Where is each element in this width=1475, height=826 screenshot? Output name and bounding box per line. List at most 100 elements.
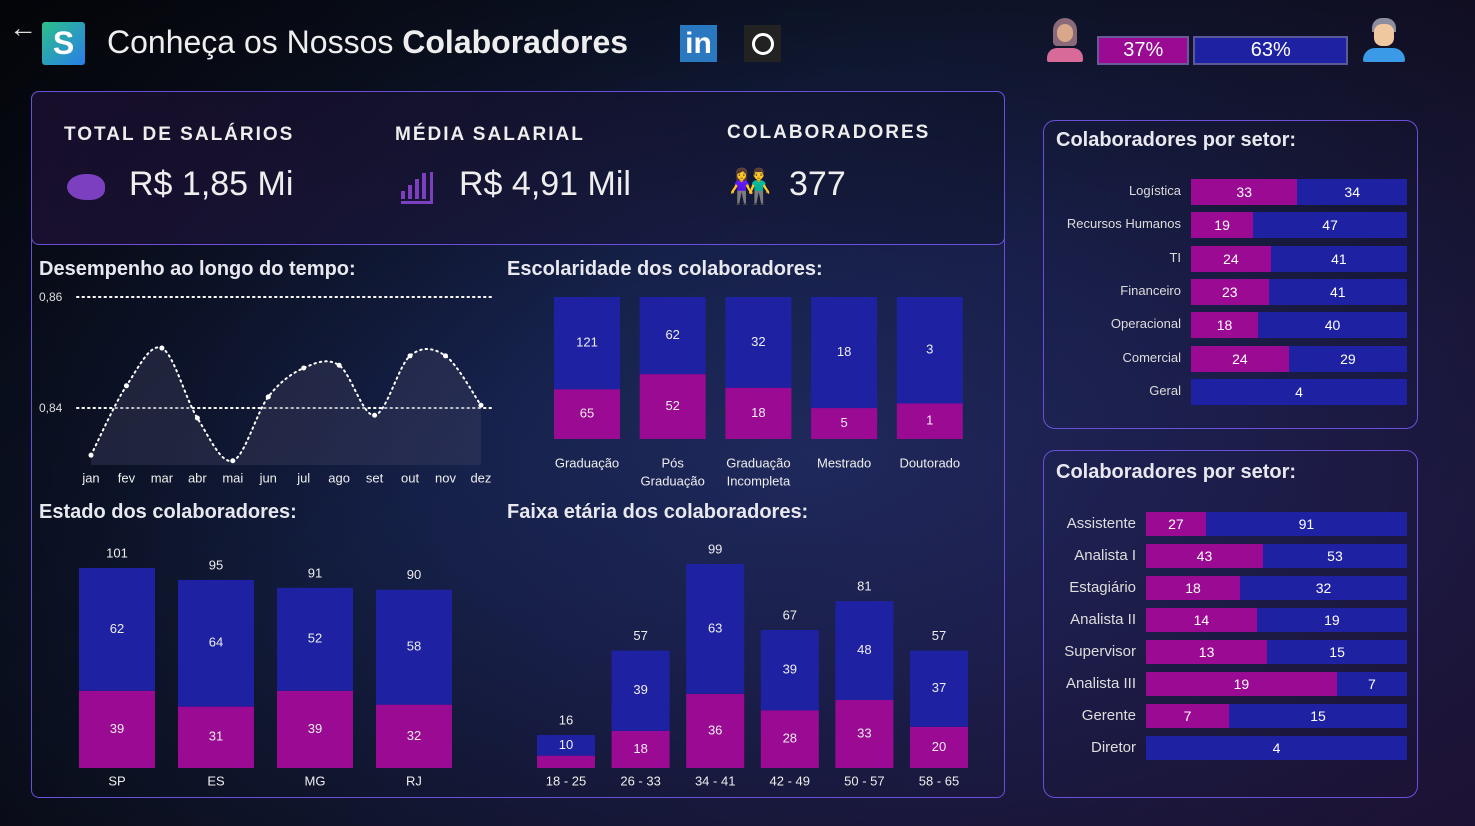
category-label: Geral xyxy=(1149,382,1181,398)
people-icon: 👫 xyxy=(729,168,772,206)
github-icon[interactable] xyxy=(744,25,781,62)
bar-segment-female: 27 xyxy=(1146,512,1206,536)
bar-segment-female xyxy=(376,704,452,768)
gender-bar: 37% 63% xyxy=(1097,36,1348,65)
data-point xyxy=(336,362,342,368)
bar-segment-female xyxy=(178,706,254,768)
bar-segment-female xyxy=(639,374,706,439)
x-tick-label: ES xyxy=(207,773,225,788)
bar-label: 36 xyxy=(708,722,722,737)
x-tick-label: 18 - 25 xyxy=(546,773,586,788)
x-tick-label: jul xyxy=(296,470,310,485)
bar-label: 31 xyxy=(209,729,223,744)
category-label: Operacional xyxy=(1110,316,1181,332)
total-label: 90 xyxy=(407,567,421,582)
x-tick-label: Graduação xyxy=(726,455,790,470)
stacked-bar: 24 29 xyxy=(1191,345,1407,372)
bar-label: 121 xyxy=(576,335,598,350)
bar-segment-female: 23 xyxy=(1191,278,1269,305)
bar-label: 32 xyxy=(751,334,765,349)
bar-label: 1 xyxy=(926,413,933,428)
bar-segment-male: 40 xyxy=(1258,312,1407,339)
kpi-count-label: COLABORADORES xyxy=(727,122,931,143)
bar-segment-female xyxy=(725,387,792,439)
bar-segment-female: 14 xyxy=(1146,608,1257,632)
category-label: Supervisor xyxy=(1064,643,1136,660)
stacked-bar: 7 15 xyxy=(1146,704,1407,728)
female-avatar-icon xyxy=(1047,18,1083,62)
y-tick-label: 0,86 xyxy=(39,290,63,304)
bar-segment-female xyxy=(896,403,963,439)
x-tick-label: Incompleta xyxy=(727,473,791,488)
bar-label: 52 xyxy=(308,631,322,646)
bar-segment-female xyxy=(277,690,353,768)
bar-segment-male xyxy=(178,579,254,707)
stacked-bar: 27 91 xyxy=(1146,512,1407,536)
total-label: 91 xyxy=(308,565,322,580)
bar-segment-male: 34 xyxy=(1297,179,1407,205)
total-label: 95 xyxy=(209,557,223,572)
bar-label: 64 xyxy=(209,635,223,650)
kpi-total-value: R$ 1,85 Mi xyxy=(129,165,294,203)
bar-segment-male xyxy=(376,589,452,705)
x-tick-label: SP xyxy=(108,773,125,788)
x-tick-label: 34 - 41 xyxy=(695,773,735,788)
category-label: Gerente xyxy=(1081,707,1136,724)
bar-label: 58 xyxy=(407,639,421,654)
back-arrow-icon[interactable]: ← xyxy=(9,12,37,43)
bar-segment-male: 53 xyxy=(1262,544,1407,568)
kpi-total-label: TOTAL DE SALÁRIOS xyxy=(64,124,295,145)
total-label: 81 xyxy=(857,579,871,594)
data-point xyxy=(159,345,165,351)
category-label: Estagiário xyxy=(1069,579,1136,596)
linkedin-icon[interactable]: in xyxy=(680,25,717,62)
role-panel xyxy=(1043,450,1418,798)
stacked-bar: 23 41 xyxy=(1191,278,1407,305)
x-tick-label: ago xyxy=(328,470,350,485)
category-label: Recursos Humanos xyxy=(1066,216,1181,232)
bar-segment-male: 15 xyxy=(1267,640,1407,664)
bar-label: 37 xyxy=(932,680,946,695)
stacked-bar: 4 xyxy=(1146,736,1407,760)
sector-title: Colaboradores por setor: xyxy=(1056,129,1297,151)
bar-label: 10 xyxy=(559,737,573,752)
bar-segment-female: 13 xyxy=(1146,640,1268,664)
bar-segment-female: 33 xyxy=(1191,179,1298,205)
bar-label: 39 xyxy=(633,682,647,697)
male-share: 63% xyxy=(1193,36,1348,65)
bar-label: 65 xyxy=(580,406,594,421)
data-point xyxy=(88,452,94,458)
kpi-avg-value: R$ 4,91 Mil xyxy=(459,165,631,203)
bar-label: 18 xyxy=(633,741,647,756)
education-title: Escolaridade dos colaboradores: xyxy=(507,258,823,280)
x-tick-label: RJ xyxy=(406,773,422,788)
x-tick-label: 50 - 57 xyxy=(844,773,884,788)
bar-segment-female: 43 xyxy=(1146,544,1263,568)
bar-segment-male: 4 xyxy=(1146,736,1407,760)
bar-label: 39 xyxy=(783,662,797,677)
category-label: Analista II xyxy=(1070,611,1136,628)
x-tick-label: Graduação xyxy=(641,473,705,488)
stacked-bar: 18 40 xyxy=(1191,312,1407,339)
bar-segment-female: 18 xyxy=(1191,312,1259,339)
x-tick-label: Pós xyxy=(661,455,684,470)
total-label: 57 xyxy=(633,628,647,643)
stacked-bar: 19 7 xyxy=(1146,672,1407,696)
bar-label: 18 xyxy=(751,405,765,420)
data-point xyxy=(123,383,129,389)
bar-segment-male: 47 xyxy=(1253,212,1407,239)
bar-segment-male: 4 xyxy=(1191,378,1407,405)
logo: S xyxy=(42,22,85,65)
male-avatar-icon xyxy=(1363,18,1405,62)
bar-label: 52 xyxy=(665,398,679,413)
female-share: 37% xyxy=(1097,36,1190,65)
bar-chart-icon xyxy=(401,172,433,204)
bar-segment-female xyxy=(760,710,819,768)
bar-segment-male: 41 xyxy=(1270,245,1407,272)
x-tick-label: 58 - 65 xyxy=(919,773,959,788)
y-tick-label: 0,84 xyxy=(39,401,63,415)
x-tick-label: 42 - 49 xyxy=(770,773,810,788)
piggy-bank-icon xyxy=(67,174,105,200)
bar-segment-male xyxy=(896,297,963,404)
